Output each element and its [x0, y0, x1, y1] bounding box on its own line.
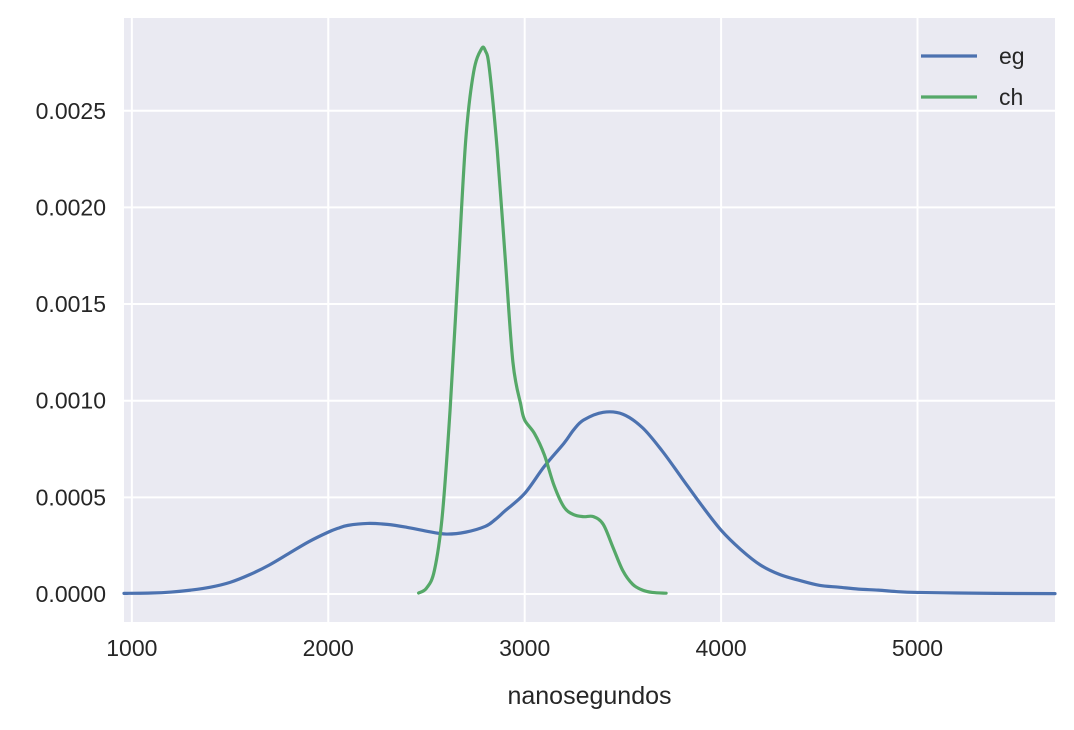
legend: eg ch	[921, 43, 1025, 110]
y-axis-ticks: 0.0000 0.0005 0.0010 0.0015 0.0020 0.0025	[36, 98, 106, 607]
legend-label-ch: ch	[999, 84, 1023, 110]
y-tick-label: 0.0020	[36, 194, 106, 220]
y-tick-label: 0.0010	[36, 388, 106, 414]
y-tick-label: 0.0005	[36, 484, 106, 510]
grid	[124, 18, 1055, 622]
series-line-eg	[122, 410, 1057, 596]
x-tick-label: 1000	[106, 635, 157, 661]
x-axis-ticks: 1000 2000 3000 4000 5000	[106, 635, 943, 661]
series-line-ch	[417, 45, 668, 595]
x-axis-label: nanosegundos	[507, 682, 671, 710]
x-tick-label: 3000	[499, 635, 550, 661]
x-tick-label: 4000	[696, 635, 747, 661]
y-tick-label: 0.0025	[36, 98, 106, 124]
series-lines	[122, 45, 1057, 596]
x-tick-label: 2000	[303, 635, 354, 661]
y-tick-label: 0.0015	[36, 291, 106, 317]
legend-label-eg: eg	[999, 43, 1025, 69]
y-tick-label: 0.0000	[36, 581, 106, 607]
x-tick-label: 5000	[892, 635, 943, 661]
plot-background	[124, 18, 1055, 622]
